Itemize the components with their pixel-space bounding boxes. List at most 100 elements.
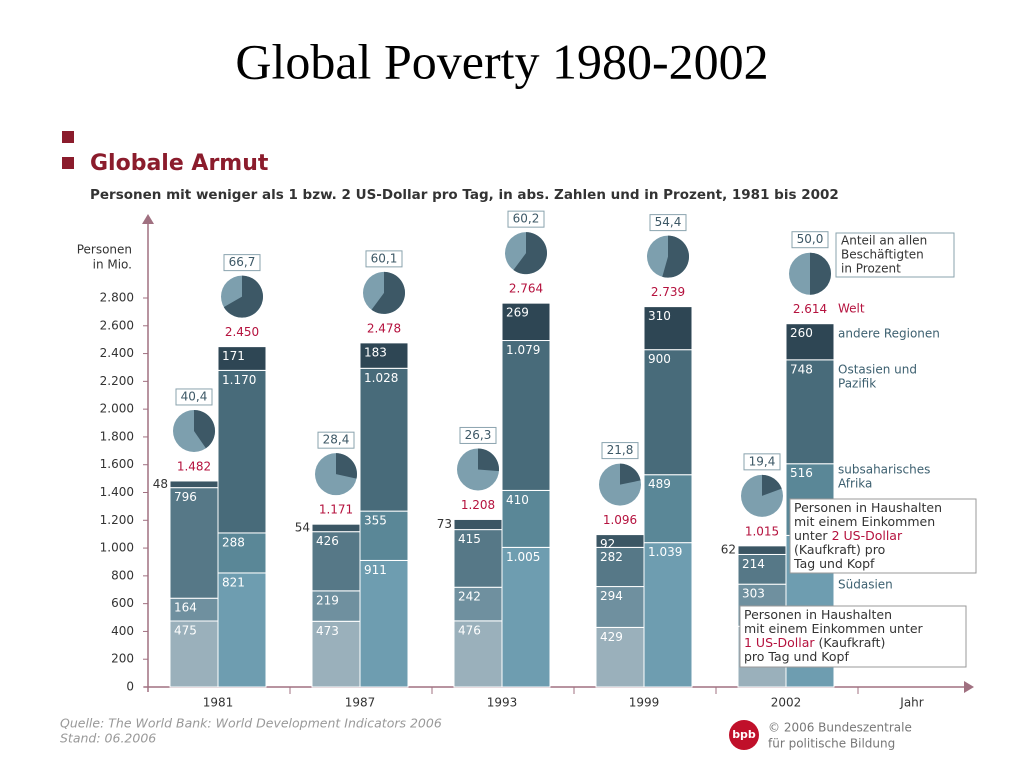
pie-slice [620, 463, 641, 485]
x-axis-arrow [964, 681, 974, 693]
source: Quelle: The World Bank: World Developmen… [60, 716, 442, 731]
note-line: mit einem Einkommen unter [744, 621, 924, 636]
share-box [365, 250, 403, 268]
bullet [62, 131, 74, 143]
value-label: 214 [742, 557, 765, 571]
bar-segment [501, 340, 551, 491]
value-label: 48 [153, 477, 168, 491]
bar-segment [217, 369, 267, 534]
credit: für politische Bildung [768, 737, 895, 751]
value-label: 796 [174, 490, 197, 504]
bar-segment [643, 474, 693, 544]
bar-segment [217, 346, 267, 371]
share-box [223, 254, 261, 272]
value-label: 473 [316, 624, 339, 638]
share-box [743, 453, 781, 471]
value-label: 171 [222, 349, 245, 363]
pie-slice [371, 271, 405, 314]
y-tick-label: 1.600 [100, 457, 134, 471]
y-axis-arrow [142, 214, 154, 224]
x-tick-label: 1993 [487, 696, 518, 710]
value-label: 475 [174, 624, 197, 638]
bar-segment [453, 529, 503, 588]
source: Stand: 06.2006 [60, 731, 156, 746]
bar-segment [359, 367, 409, 512]
share-box [317, 431, 355, 449]
pie-slice [223, 275, 264, 318]
total-label: 2.478 [367, 321, 401, 335]
total-label: 2.614 [793, 302, 827, 316]
pie-slice [336, 453, 357, 479]
value-label: 410 [506, 493, 529, 507]
value-label: 310 [648, 309, 671, 323]
share-label: 60,1 [371, 251, 398, 265]
bar-segment [453, 518, 503, 531]
total-label: 2.764 [509, 282, 543, 296]
bar-segment [595, 546, 645, 588]
pie-slice [194, 409, 215, 449]
pie-slice [478, 448, 499, 472]
value-label: 1.079 [506, 343, 540, 357]
pie-slice [513, 232, 547, 275]
value-label: 489 [648, 477, 671, 491]
total-label: 2.739 [651, 285, 685, 299]
value-label: 62 [721, 543, 736, 557]
note-line: Personen in Haushalten [794, 500, 942, 515]
legend-total: Welt [838, 302, 865, 316]
y-axis-label: Personen [77, 243, 132, 257]
share-box [791, 231, 829, 249]
y-tick-label: 2.800 [100, 291, 134, 305]
share-box [601, 442, 639, 460]
y-tick-label: 600 [111, 596, 134, 610]
value-label: 821 [222, 575, 245, 589]
bar-segment [169, 487, 219, 599]
value-label: 355 [364, 514, 387, 528]
credit: © 2006 Bundeszentrale [768, 721, 912, 735]
value-label: 269 [506, 306, 529, 320]
note-line: 1 US-Dollar (Kaufkraft) [744, 635, 885, 650]
legend-entry: andere Regionen [838, 327, 940, 341]
bar-segment [595, 586, 645, 628]
share-label: 19,4 [749, 454, 776, 468]
x-axis-label: Jahr [899, 696, 923, 710]
value-label: 282 [600, 550, 623, 564]
note-text: 2 US-Dollar [832, 528, 903, 543]
value-label: 54 [295, 520, 310, 534]
note-box [789, 498, 977, 574]
bar-segment [595, 626, 645, 688]
value-label: 164 [174, 601, 197, 615]
bar-segment [501, 546, 551, 688]
note-line: unter 2 US-Dollar [794, 528, 903, 543]
bar-segment [737, 545, 787, 555]
share-label: 26,3 [465, 428, 492, 442]
share-label: 21,8 [607, 443, 634, 457]
pie-slice [662, 235, 689, 278]
total-label: 2.450 [225, 325, 259, 339]
legend-entry: Südasien [838, 578, 893, 592]
note-text: pro Tag und Kopf [744, 649, 849, 664]
y-tick-label: 400 [111, 624, 134, 638]
y-tick-label: 1.400 [100, 485, 134, 499]
total-label: 1.096 [603, 513, 637, 527]
note-text: Personen in Haushalten [794, 500, 942, 515]
legend-share: Anteil an allen [841, 234, 927, 248]
x-tick-label: 1981 [203, 696, 234, 710]
y-tick-label: 1.200 [100, 513, 134, 527]
total-label: 1.171 [319, 503, 353, 517]
bar-segment [359, 510, 409, 561]
note-line: (Kaufkraft) pro [794, 542, 885, 557]
bullet [62, 157, 74, 169]
y-axis-label: in Mio. [93, 258, 132, 272]
bar-segment [643, 306, 693, 351]
value-label: 219 [316, 593, 339, 607]
value-label: 1.039 [648, 545, 682, 559]
note-text: mit einem Einkommen [794, 514, 935, 529]
note-line: Tag und Kopf [793, 556, 875, 571]
bar-segment [311, 531, 361, 592]
y-tick-label: 1.800 [100, 429, 134, 443]
note-box [739, 605, 967, 668]
value-label: 429 [600, 630, 623, 644]
value-label: 476 [458, 623, 481, 637]
note-text: Personen in Haushalten [744, 607, 892, 622]
value-label: 92 [600, 537, 615, 551]
